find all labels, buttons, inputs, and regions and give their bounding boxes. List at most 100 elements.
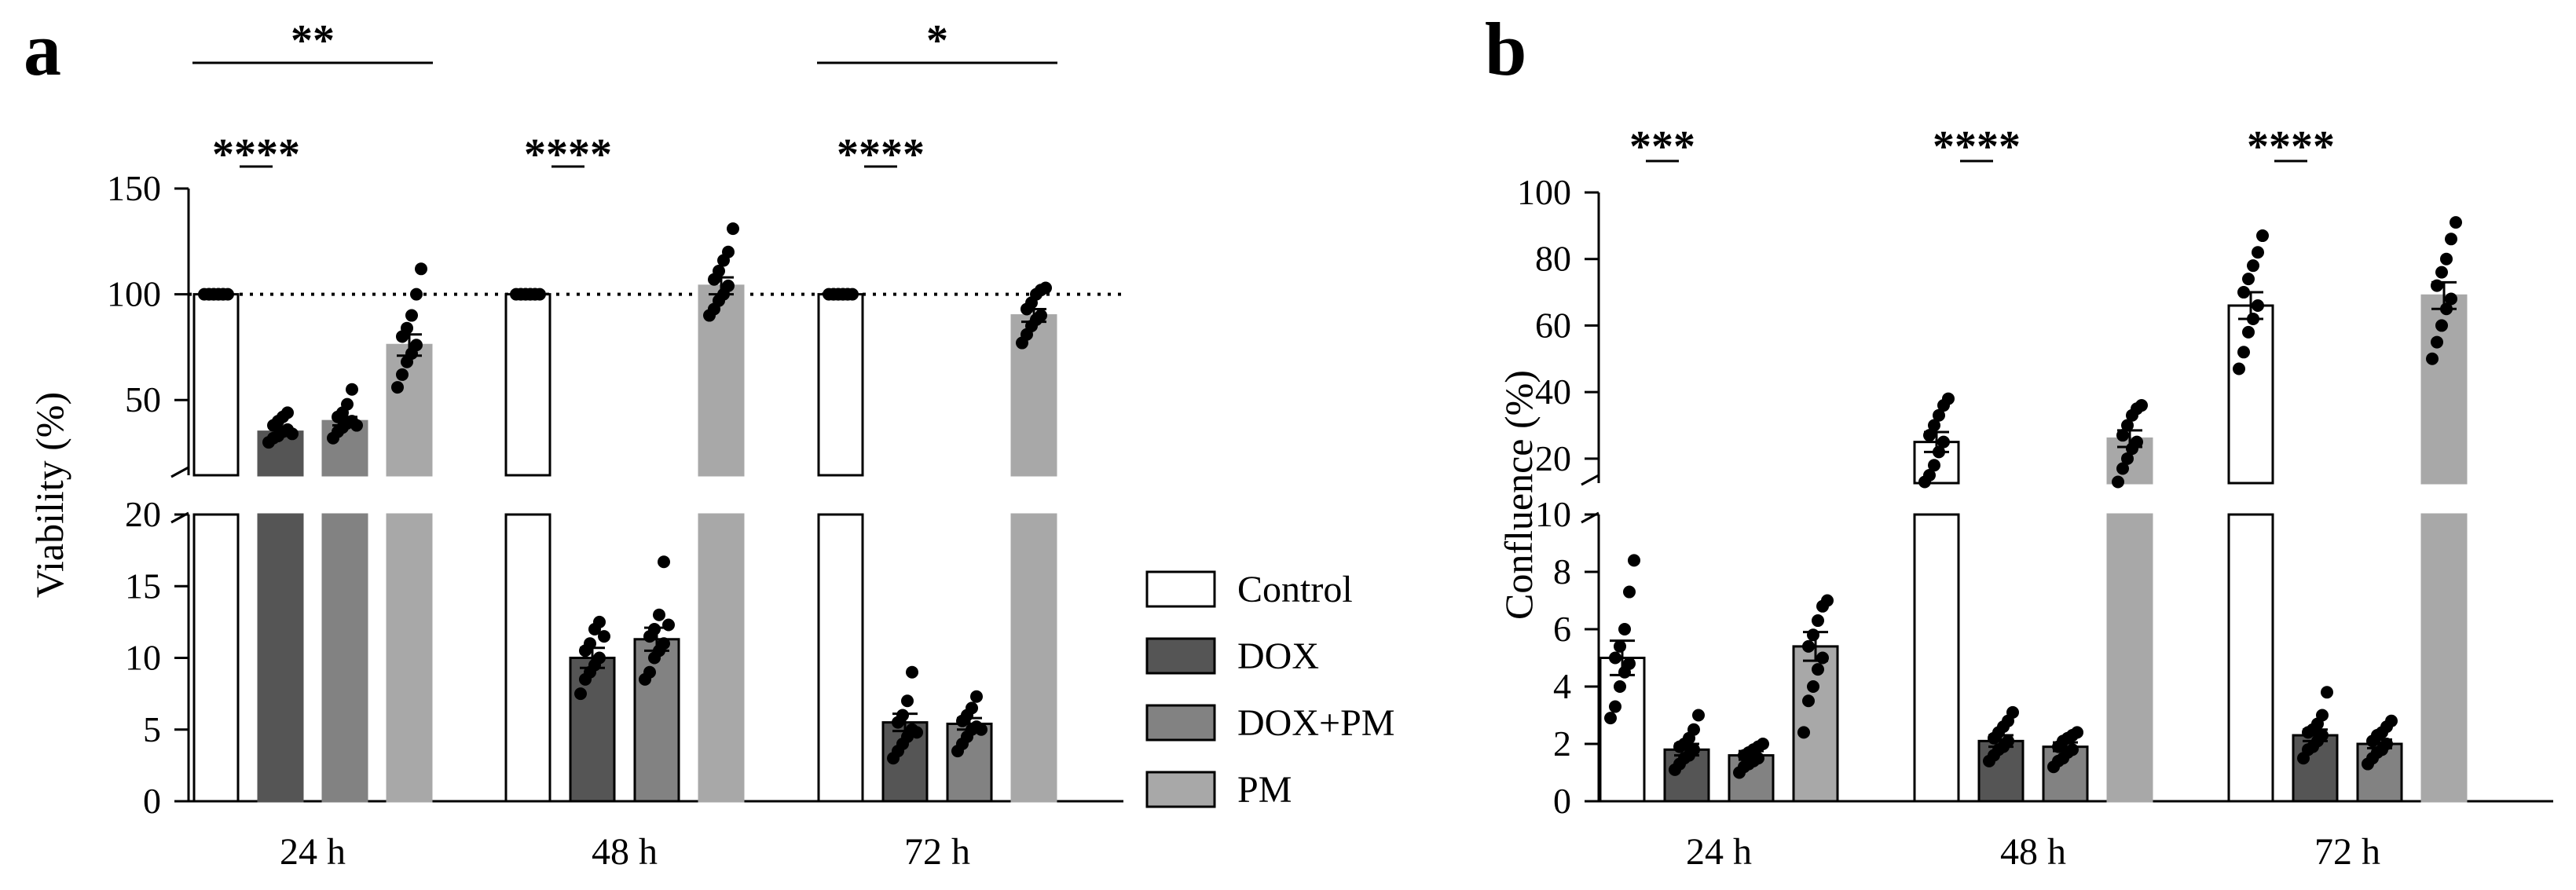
data-point-dox-pm	[966, 701, 978, 715]
data-point-dox-pm	[341, 397, 354, 411]
data-point-control	[1928, 419, 1940, 432]
bar-pm-lower-segment	[386, 513, 433, 803]
data-point-pm	[1812, 663, 1824, 676]
legend-label-dox: DOX	[1237, 635, 1319, 677]
y-tick-label: 100	[1517, 172, 1571, 212]
panel-letter: a	[24, 7, 61, 91]
data-point-control	[1623, 657, 1636, 670]
data-point-dox	[2321, 686, 2333, 699]
data-point-control	[1928, 459, 1940, 472]
data-point-dox	[593, 651, 606, 665]
legend-swatch-dox	[1145, 637, 1216, 675]
data-point-control	[533, 288, 546, 301]
data-point-dox-pm	[346, 383, 358, 396]
data-point-dox	[2316, 729, 2329, 742]
data-point-pm	[1807, 680, 1819, 693]
y-tick-label: 4	[1553, 666, 1571, 706]
bar-control-upper-segment	[192, 293, 240, 477]
data-point-pm	[2135, 399, 2148, 412]
data-point-control	[2237, 346, 2250, 359]
data-point-control	[1604, 712, 1617, 725]
data-point-control	[1937, 435, 1950, 449]
data-point-control	[222, 288, 234, 301]
y-tick-label: 5	[143, 709, 161, 749]
data-point-pm	[391, 381, 404, 394]
data-point-control	[1614, 639, 1626, 653]
legend-label-pm: PM	[1237, 769, 1292, 811]
legend-swatch-control	[1145, 570, 1216, 608]
data-point-pm	[2435, 319, 2448, 332]
y-tick-label: 40	[1535, 372, 1571, 412]
y-tick-label: 20	[125, 494, 161, 534]
data-point-dox	[896, 709, 909, 722]
data-point-control	[2252, 246, 2264, 259]
legend-swatch-pm	[1145, 771, 1216, 808]
data-point-pm	[2116, 429, 2129, 442]
y-tick-label: 80	[1535, 239, 1571, 279]
significance-stars: ****	[837, 130, 925, 179]
data-point-control	[1923, 469, 1936, 482]
data-point-control	[2247, 259, 2259, 273]
data-point-pm	[2431, 279, 2443, 292]
data-point-pm	[410, 339, 423, 352]
data-point-dox	[911, 726, 923, 739]
data-point-pm	[1035, 309, 1047, 322]
data-point-pm	[2116, 462, 2129, 475]
data-point-control	[1923, 429, 1936, 442]
data-point-dox-pm	[2066, 743, 2079, 756]
data-point-control	[1933, 445, 1945, 459]
data-point-dox-pm	[658, 637, 670, 650]
legend-swatch-dox-pm	[1145, 704, 1216, 742]
data-point-control	[1609, 700, 1621, 713]
data-point-pm	[405, 309, 418, 322]
panel-b-confluence-chart: b Confluence (%) 0 2 4 6 8 10 20 40 60 80 100 24 h 48 …	[1485, 7, 2553, 873]
data-point-control	[2237, 286, 2250, 299]
data-point-control	[2242, 273, 2255, 286]
data-point-control	[2252, 299, 2264, 312]
significance-stars: *	[926, 16, 948, 65]
y-tick-label: 50	[125, 379, 161, 419]
significance-stars: ****	[2247, 123, 2335, 171]
x-category-label: 72 h	[2314, 831, 2380, 873]
significance-stars: ***	[1629, 123, 1695, 171]
significance-stars: ****	[1933, 123, 2021, 171]
y-tick-label: 6	[1553, 609, 1571, 649]
y-axis-title: Confluence (%)	[1497, 370, 1541, 620]
data-point-control	[846, 288, 859, 301]
data-point-control	[1618, 623, 1631, 635]
x-category-label: 48 h	[2000, 831, 2066, 873]
axis-break-mark	[1581, 474, 1599, 486]
data-point-dox	[2316, 709, 2329, 722]
bar-dox	[569, 657, 616, 803]
bar-control	[1599, 657, 1646, 803]
data-point-dox	[584, 637, 596, 650]
data-point-pm	[2435, 266, 2448, 279]
data-point-pm	[722, 245, 735, 258]
y-tick-label: 2	[1553, 723, 1571, 764]
legend-label-dox-pm: DOX+PM	[1237, 702, 1394, 744]
data-point-dox-pm	[975, 723, 988, 736]
data-point-control	[2233, 362, 2245, 375]
data-point-pm	[2121, 452, 2134, 465]
y-axis-title: Viability (%)	[27, 392, 71, 598]
data-point-pm	[2440, 252, 2453, 266]
legend: Control DOX DOX+PM PM	[1145, 569, 1394, 811]
data-point-control	[1628, 554, 1640, 567]
data-point-pm	[401, 321, 413, 335]
data-point-dox-pm	[1757, 738, 1769, 750]
data-point-dox	[598, 630, 610, 643]
y-tick-label: 100	[107, 274, 161, 314]
data-point-dox-pm	[643, 665, 656, 679]
data-point-pm	[1816, 651, 1829, 665]
data-point-control	[1942, 392, 1955, 405]
bar-control-upper-segment	[504, 293, 551, 477]
data-point-dox	[1692, 709, 1705, 722]
bar-control-lower-segment	[504, 513, 551, 803]
data-point-pm	[2450, 216, 2462, 229]
bar-pm-lower-segment	[2420, 513, 2468, 803]
data-point-pm	[2121, 419, 2134, 432]
y-tick-label: 10	[125, 638, 161, 678]
data-point-pm	[1821, 594, 1834, 607]
significance-stars: ****	[524, 130, 612, 179]
data-point-dox-pm	[2380, 738, 2393, 750]
